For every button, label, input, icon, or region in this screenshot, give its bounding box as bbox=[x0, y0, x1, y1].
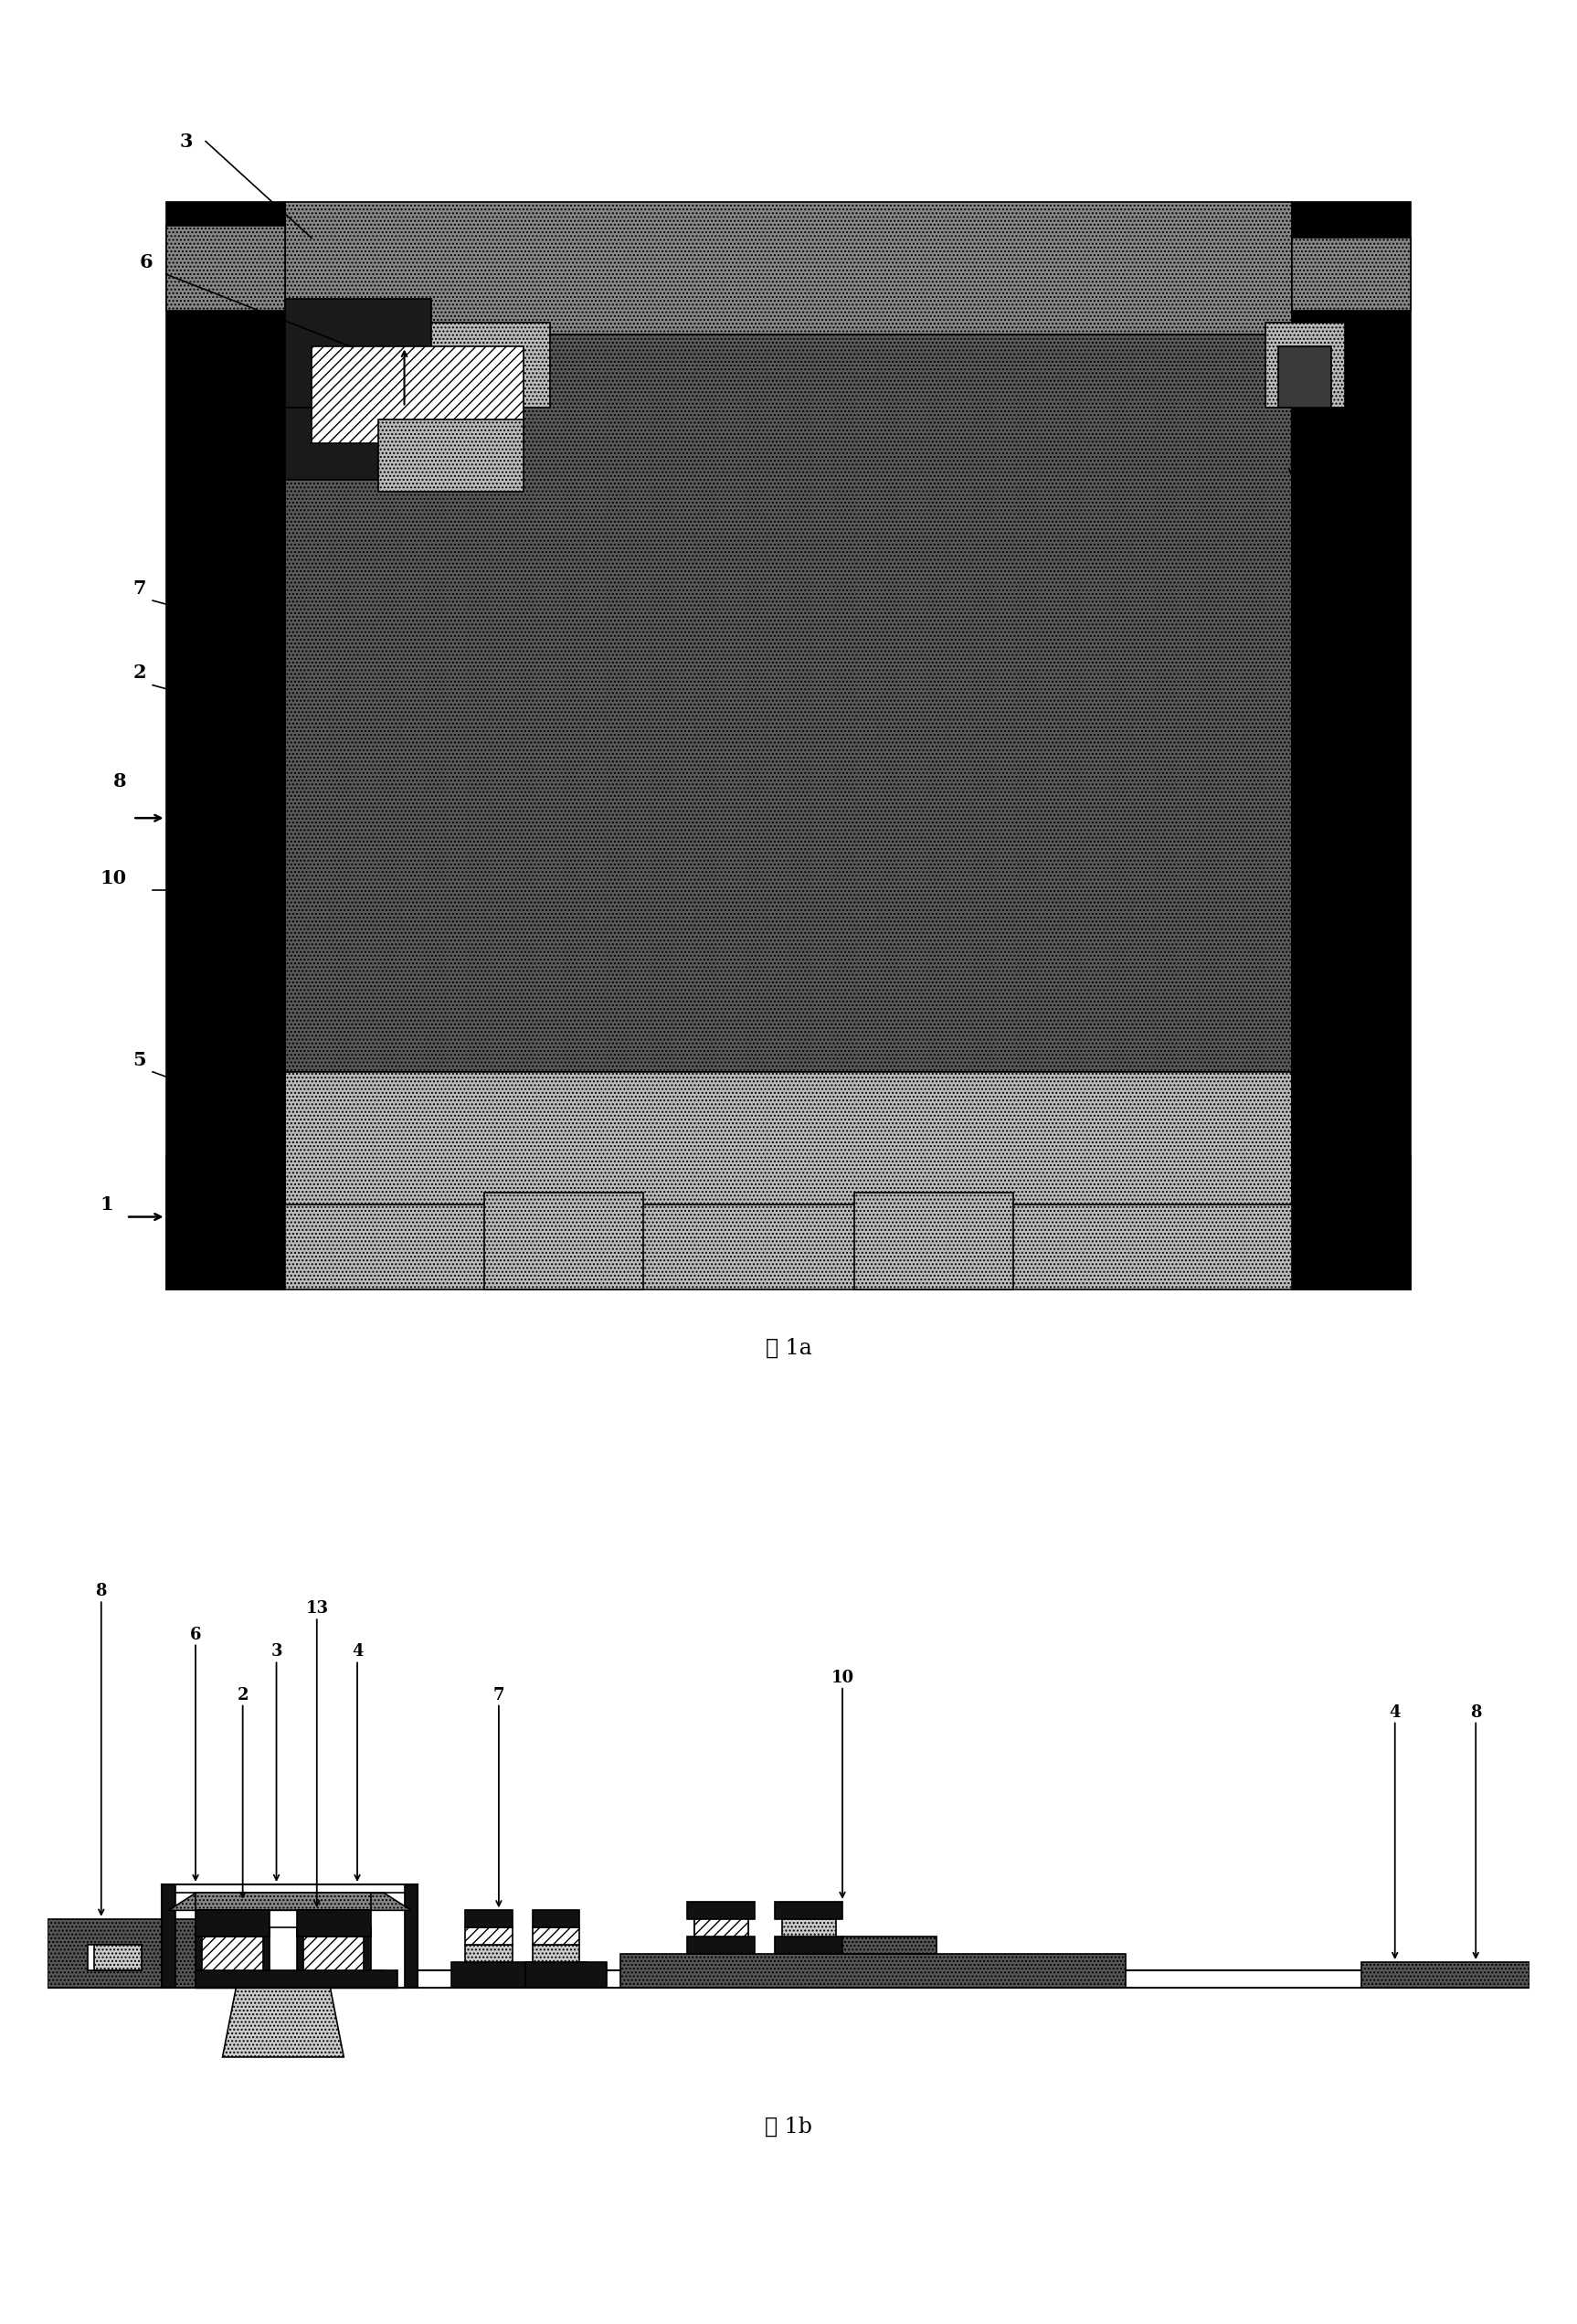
Text: 10: 10 bbox=[831, 1669, 853, 1685]
Polygon shape bbox=[88, 1945, 142, 1971]
Text: 8: 8 bbox=[1470, 1703, 1481, 1720]
Bar bbox=[285, 407, 431, 479]
Text: 3: 3 bbox=[271, 1643, 282, 1659]
Bar bbox=[533, 1945, 580, 1961]
Text: 1: 1 bbox=[99, 1195, 114, 1213]
Polygon shape bbox=[222, 1987, 344, 2057]
Polygon shape bbox=[169, 1894, 412, 1910]
Text: 8: 8 bbox=[114, 772, 126, 790]
Text: A: A bbox=[186, 567, 202, 586]
Polygon shape bbox=[162, 1885, 175, 1987]
Text: 图 1b: 图 1b bbox=[765, 2115, 812, 2138]
Polygon shape bbox=[404, 1885, 418, 1987]
Bar bbox=[285, 202, 1292, 335]
Text: 13: 13 bbox=[306, 1601, 328, 1618]
Text: 10: 10 bbox=[99, 869, 126, 888]
Bar bbox=[465, 1927, 513, 1945]
Polygon shape bbox=[162, 1885, 418, 1987]
Bar bbox=[296, 1927, 371, 1971]
Bar bbox=[1292, 237, 1411, 311]
Text: 7: 7 bbox=[132, 579, 147, 597]
Bar bbox=[782, 1920, 836, 1936]
Bar bbox=[196, 1971, 397, 1987]
Bar bbox=[202, 1936, 263, 1971]
Bar bbox=[285, 323, 550, 407]
Bar bbox=[842, 1936, 937, 1954]
Bar bbox=[774, 1901, 842, 1920]
Bar bbox=[378, 418, 524, 493]
Bar bbox=[465, 1910, 513, 1927]
Text: 6: 6 bbox=[189, 1627, 202, 1643]
Bar bbox=[270, 1927, 296, 1971]
Bar bbox=[855, 1192, 1014, 1290]
Bar bbox=[774, 1936, 842, 1954]
Text: 7: 7 bbox=[494, 1687, 505, 1703]
Bar bbox=[166, 1157, 1411, 1290]
Bar bbox=[694, 1920, 747, 1936]
Bar bbox=[166, 202, 285, 1290]
Bar bbox=[285, 297, 431, 407]
Text: 2: 2 bbox=[237, 1687, 249, 1703]
Polygon shape bbox=[162, 1894, 418, 1910]
Bar bbox=[472, 1920, 506, 1945]
Polygon shape bbox=[196, 1971, 397, 1987]
Bar bbox=[285, 335, 1292, 1071]
Bar bbox=[1265, 323, 1345, 407]
Bar bbox=[196, 1927, 270, 1971]
Bar bbox=[1292, 202, 1411, 1290]
Bar bbox=[694, 1920, 747, 1936]
Bar bbox=[196, 1910, 270, 1936]
Bar bbox=[47, 1920, 216, 1987]
Bar bbox=[296, 1910, 371, 1936]
Bar bbox=[451, 1961, 587, 1987]
Bar bbox=[539, 1920, 572, 1945]
Bar bbox=[196, 1894, 371, 1910]
Text: 2: 2 bbox=[132, 665, 147, 683]
Bar bbox=[1279, 346, 1331, 407]
Bar bbox=[312, 346, 524, 444]
Bar bbox=[688, 1936, 755, 1954]
Bar bbox=[620, 1954, 1126, 1987]
Bar bbox=[95, 1945, 142, 1971]
Bar bbox=[484, 1192, 643, 1290]
Bar bbox=[525, 1961, 607, 1987]
Text: 4: 4 bbox=[352, 1643, 363, 1659]
Bar bbox=[166, 225, 285, 311]
Bar bbox=[533, 1927, 580, 1945]
Bar bbox=[688, 1901, 755, 1920]
Text: 3: 3 bbox=[180, 132, 192, 151]
Bar bbox=[303, 1936, 364, 1971]
Text: 8: 8 bbox=[96, 1583, 107, 1599]
Bar bbox=[1361, 1961, 1530, 1987]
Bar bbox=[533, 1910, 580, 1927]
Bar bbox=[465, 1945, 513, 1961]
Text: 5: 5 bbox=[132, 1050, 147, 1069]
Text: 6: 6 bbox=[139, 253, 153, 272]
Text: 4: 4 bbox=[1389, 1703, 1400, 1720]
Bar bbox=[285, 1071, 1292, 1204]
Text: 图 1a: 图 1a bbox=[765, 1336, 812, 1360]
